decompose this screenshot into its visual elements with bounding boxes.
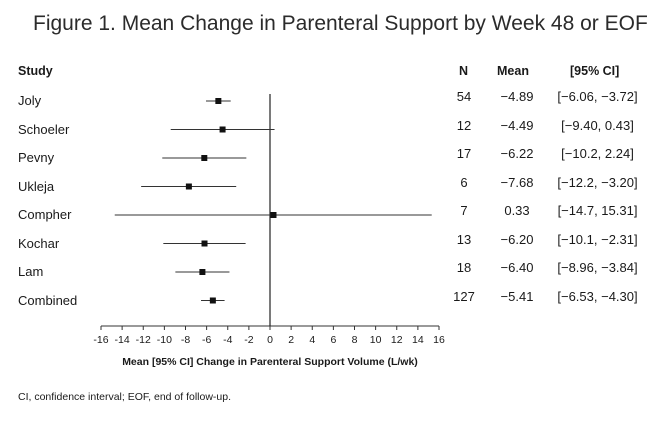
study-name: Schoeler [18, 121, 70, 137]
mean-value: −4.89 [500, 89, 534, 104]
n-value: 54 [456, 89, 472, 104]
footnote: CI, confidence interval; EOF, end of fol… [18, 391, 232, 403]
x-tick-label: -2 [244, 334, 253, 346]
mean-marker [209, 297, 216, 304]
study-name: Lam [18, 264, 44, 279]
x-tick-label: -4 [223, 334, 232, 346]
mean-value: −6.20 [500, 231, 534, 247]
mean-marker [201, 240, 208, 247]
x-tick-label: 10 [370, 334, 382, 346]
mean-value: 0.33 [504, 203, 530, 218]
ci-value: [−9.40, 0.43] [561, 117, 634, 133]
n-value: 13 [456, 231, 472, 247]
x-tick-label: -8 [181, 334, 190, 346]
mean-marker [201, 155, 208, 161]
x-tick-label: 4 [309, 334, 315, 346]
mean-marker [215, 98, 222, 104]
mean-value: −5.41 [500, 288, 534, 304]
mean-marker [270, 212, 277, 218]
x-tick-label: -10 [157, 334, 172, 346]
mean-value: −7.68 [500, 174, 534, 190]
study-name: Combined [18, 292, 78, 308]
mean-value: −6.40 [500, 260, 534, 275]
ci-column-header: [95% CI] [570, 64, 620, 78]
n-value: 7 [460, 203, 468, 218]
n-value: 18 [456, 260, 472, 275]
ci-value: [−10.1, −2.31] [557, 231, 638, 247]
x-tick-label: -16 [93, 334, 108, 346]
x-tick-label: 16 [433, 334, 445, 346]
x-tick-label: 14 [412, 334, 424, 346]
n-value: 12 [456, 117, 472, 133]
n-value: 6 [460, 174, 468, 190]
x-tick-label: 8 [352, 334, 358, 346]
mean-marker [185, 183, 192, 190]
study-name: Compher [18, 207, 72, 222]
x-tick-label: 6 [330, 334, 336, 346]
ci-value: [−14.7, 15.31] [557, 203, 638, 218]
ci-value: [−6.06, −3.72] [557, 89, 638, 104]
mean-value: −6.22 [500, 146, 534, 161]
mean-value: −4.49 [500, 117, 534, 133]
study-name: Ukleja [18, 178, 55, 194]
mean-marker [199, 269, 206, 275]
study-name: Pevny [18, 150, 55, 165]
ci-value: [−12.2, −3.20] [557, 174, 638, 190]
mean-marker [219, 126, 226, 133]
n-column-header: N [459, 64, 469, 78]
x-tick-label: -12 [136, 334, 151, 346]
x-tick-label: 12 [391, 334, 403, 346]
x-tick-label: -14 [115, 334, 130, 346]
x-axis-label: Mean [95% CI] Change in Parenteral Suppo… [122, 356, 418, 368]
x-tick-label: -6 [202, 334, 211, 346]
study-name: Joly [18, 93, 42, 108]
x-tick-label: 2 [288, 334, 294, 346]
mean-column-header: Mean [497, 64, 529, 78]
ci-value: [−10.2, 2.24] [561, 146, 634, 161]
n-value: 127 [453, 288, 475, 304]
ci-value: [−8.96, −3.84] [557, 260, 638, 275]
x-tick-label: 0 [267, 334, 273, 346]
study-name: Kochar [18, 235, 60, 251]
ci-value: [−6.53, −4.30] [557, 288, 638, 304]
n-value: 17 [456, 146, 472, 161]
chart-title: Figure 1. Mean Change in Parenteral Supp… [33, 12, 648, 35]
study-column-header: Study [18, 64, 53, 78]
